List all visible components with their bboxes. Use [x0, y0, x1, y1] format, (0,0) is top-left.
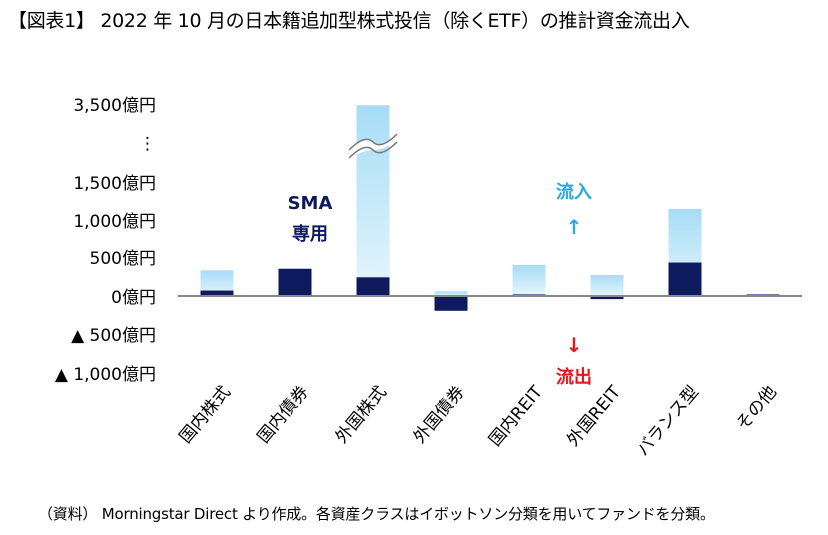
inflow-arrow: ↑: [566, 215, 583, 239]
x-tick-label: 外国株式: [332, 382, 391, 447]
bar-chart: 3,500億円 ⋮ 1,500億円 1,000億円 500億円 0億円 ▲ 500億円 ▲ 1…: [55, 96, 802, 460]
x-tick-label: バランス型: [633, 382, 703, 460]
bar-sma: [590, 296, 624, 300]
y-tick-label: 3,500億円: [73, 96, 156, 116]
x-tick-label: その他: [733, 382, 781, 434]
x-tick-label: 国内REIT: [485, 382, 547, 450]
bar-total: [356, 105, 390, 297]
bar-total: [434, 291, 468, 296]
bar-total: [590, 274, 624, 296]
outflow-arrow: ↓: [566, 333, 583, 357]
inflow-label: 流入: [556, 181, 592, 203]
y-axis-ticks: 3,500億円 ⋮ 1,500億円 1,000億円 500億円 0億円 ▲ 500億円 ▲ 1…: [55, 96, 156, 385]
bars: [200, 105, 780, 311]
bar-sma: [434, 296, 468, 311]
axis-break-line: [348, 141, 398, 159]
bar-sma: [668, 262, 702, 296]
outflow-label: 流出: [556, 366, 592, 388]
sma-label-line1: SMA: [288, 193, 333, 214]
x-tick-label: 国内債券: [254, 382, 313, 447]
y-tick-label: 1,000億円: [73, 212, 156, 232]
axis-break-line: [348, 133, 398, 151]
axis-break-gap: [349, 134, 397, 158]
axis-break: [348, 133, 398, 159]
bar-sma: [200, 290, 234, 296]
source-note: （資料） Morningstar Direct より作成。各資産クラスはイボット…: [38, 505, 715, 523]
bar-sma: [356, 277, 390, 296]
chart-title: 【図表1】 2022 年 10 月の日本籍追加型株式投信（除くETF）の推計資金…: [8, 10, 690, 32]
y-tick-label: 500億円: [90, 249, 156, 269]
x-tick-label: 外国債券: [410, 382, 469, 447]
x-tick-label: 外国REIT: [563, 382, 625, 450]
sma-label-line2: 専用: [292, 223, 328, 245]
y-tick-label: ⋮: [139, 134, 156, 154]
x-tick-label: 国内株式: [176, 382, 235, 447]
bar-sma: [278, 268, 312, 296]
bar-total: [512, 264, 546, 296]
y-tick-label: 0億円: [111, 288, 156, 308]
y-tick-label: ▲ 1,000億円: [55, 365, 156, 385]
y-tick-label: 1,500億円: [73, 174, 156, 194]
y-tick-label: ▲ 500億円: [71, 326, 156, 346]
x-axis-ticks: 国内株式 国内債券 外国株式 外国債券 国内REIT 外国REIT バランス型 その他: [176, 382, 781, 460]
